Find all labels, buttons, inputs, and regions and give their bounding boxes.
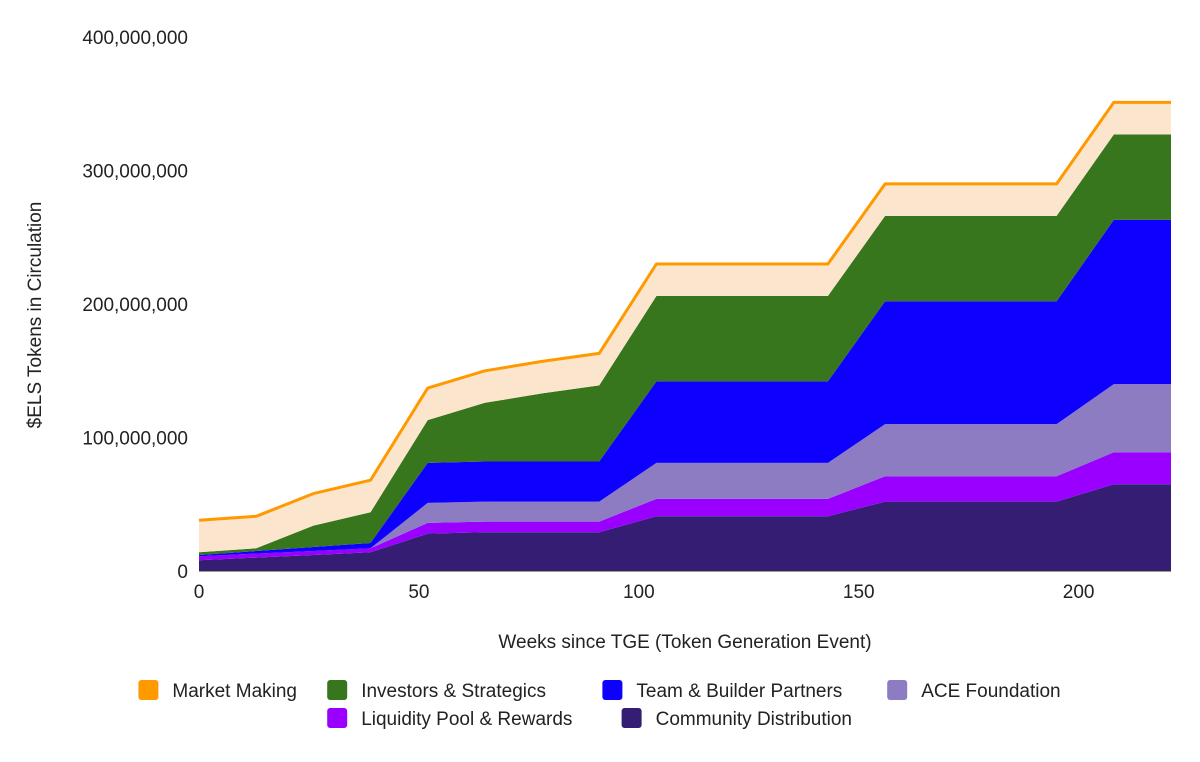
y-tick-label: 200,000,000 bbox=[82, 295, 188, 316]
x-tick-label: 150 bbox=[843, 582, 875, 603]
x-tick-label: 0 bbox=[194, 582, 205, 603]
legend-item-liquidity-pool-rewards: Liquidity Pool & Rewards bbox=[327, 708, 572, 730]
x-axis-ticks: 0 50 100 150 200 bbox=[194, 582, 1095, 603]
x-tick-label: 100 bbox=[623, 582, 655, 603]
top-line-layer bbox=[198, 100, 1171, 522]
area-ace-foundation bbox=[199, 384, 1171, 557]
legend-label: Market Making bbox=[172, 681, 297, 702]
legend-swatch bbox=[621, 708, 642, 728]
x-tick-label: 50 bbox=[408, 582, 429, 603]
area-liquidity-pool-rewards bbox=[199, 452, 1171, 561]
legend-swatch bbox=[327, 680, 348, 700]
legend-swatch bbox=[327, 708, 348, 728]
legend-item-investors-strategics: Investors & Strategics bbox=[327, 680, 546, 702]
legend-label: ACE Foundation bbox=[921, 681, 1060, 702]
y-tick-label: 400,000,000 bbox=[82, 28, 188, 49]
legend-label: Investors & Strategics bbox=[361, 681, 546, 702]
legend-item-ace-foundation: ACE Foundation bbox=[887, 680, 1061, 702]
legend-swatch bbox=[602, 680, 623, 700]
y-axis-ticks: 0 100,000,000 200,000,000 300,000,000 400,00… bbox=[82, 28, 188, 583]
y-tick-label: 0 bbox=[177, 562, 188, 583]
y-tick-label: 300,000,000 bbox=[82, 162, 188, 183]
legend-item-market-making: Market Making bbox=[138, 680, 297, 702]
y-tick-label: 100,000,000 bbox=[82, 429, 188, 450]
legend-item-team-builder-partners: Team & Builder Partners bbox=[602, 680, 842, 702]
area-investors-strategics bbox=[199, 134, 1171, 555]
area-market-making bbox=[199, 102, 1171, 553]
y-axis-title: $ELS Tokens in Circulation bbox=[25, 202, 46, 429]
x-axis-title: Weeks since TGE (Token Generation Event) bbox=[498, 632, 871, 653]
legend: Market Making Investors & Strategics Team … bbox=[138, 680, 1061, 730]
legend-swatch bbox=[887, 680, 908, 700]
legend-item-community-distribution: Community Distribution bbox=[621, 708, 852, 730]
area-community-distribution bbox=[199, 484, 1171, 571]
area-team-builder-partners bbox=[199, 219, 1171, 557]
x-tick-label: 200 bbox=[1063, 582, 1095, 603]
legend-swatch bbox=[138, 680, 159, 700]
legend-label: Community Distribution bbox=[656, 709, 852, 730]
areas-layer bbox=[199, 102, 1171, 571]
legend-label: Liquidity Pool & Rewards bbox=[361, 709, 572, 730]
legend-label: Team & Builder Partners bbox=[636, 681, 842, 702]
top-line-market-making bbox=[198, 100, 1171, 522]
